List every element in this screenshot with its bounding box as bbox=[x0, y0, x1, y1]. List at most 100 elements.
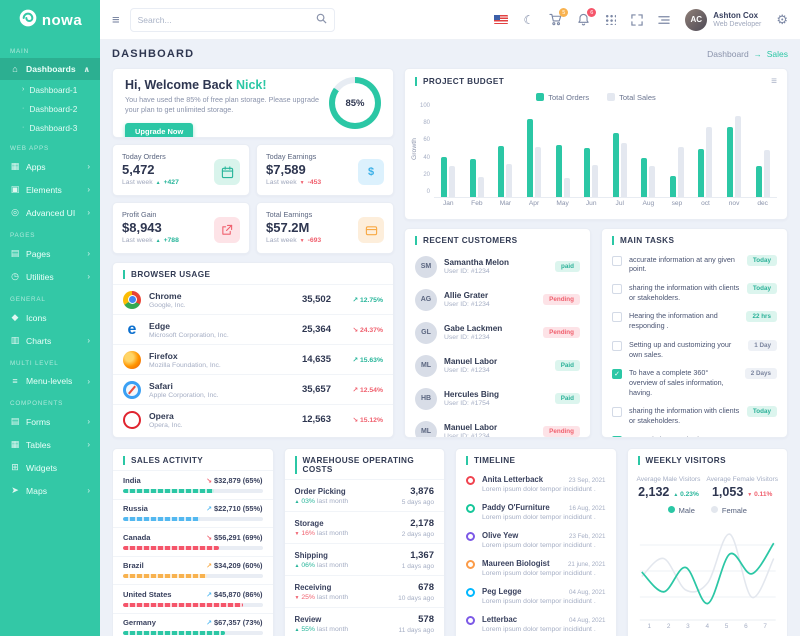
activity-list-icon[interactable] bbox=[658, 15, 670, 25]
task-checkbox[interactable] bbox=[612, 340, 622, 351]
card-title: WEEKLY VISITORS bbox=[637, 456, 726, 465]
sidebar-item-widgets[interactable]: ⊞ Widgets bbox=[11, 462, 58, 473]
sidebar-item-forms[interactable]: ▤ Forms › bbox=[10, 416, 90, 427]
notifications-bell-icon[interactable]: 6 bbox=[577, 8, 597, 26]
search-icon[interactable] bbox=[316, 11, 327, 29]
status-badge[interactable]: paid bbox=[555, 261, 580, 272]
x-tick-label: 2 bbox=[666, 623, 671, 630]
timeline-row: Olive Yew 23 Feb, 2021 Lorem ipsum dolor t… bbox=[456, 526, 616, 554]
hamburger-icon[interactable]: ≡ bbox=[112, 12, 120, 27]
status-badge[interactable]: Pending bbox=[543, 294, 580, 305]
storage-donut-label: 85% bbox=[335, 83, 375, 123]
timeline-row: Letterbac 04 Aug, 2021 Lorem ipsum dolor t… bbox=[456, 610, 616, 636]
sidebar-item-dashboards[interactable]: ⌂ Dashboards ∧ bbox=[0, 58, 100, 80]
chevron-right-icon: › bbox=[87, 336, 90, 345]
cart-badge: 5 bbox=[559, 8, 569, 17]
sidebar-item-dashboard-2[interactable]: · Dashboard-2 bbox=[22, 103, 78, 114]
y-tick-label: 80 bbox=[423, 120, 430, 127]
upgrade-button[interactable]: Upgrade Now bbox=[125, 122, 194, 137]
warehouse-row: Review ▲ 55% last month 578 11 days ago bbox=[284, 607, 444, 636]
sidebar-item-maps[interactable]: ➤ Maps › bbox=[11, 485, 90, 496]
customer-row: SM Samantha Melon User ID: #1234 paid bbox=[405, 250, 590, 283]
cart-icon[interactable]: 5 bbox=[549, 8, 569, 26]
calendar-icon bbox=[214, 159, 240, 185]
sidebar-item-advanced-ui[interactable]: ◎ Advanced UI › bbox=[11, 207, 90, 218]
search-input[interactable] bbox=[137, 14, 310, 25]
status-badge[interactable]: Paid bbox=[554, 360, 580, 371]
customer-row: AG Allie Grater User ID: #1234 Pending bbox=[405, 283, 590, 316]
fullscreen-icon[interactable] bbox=[631, 13, 643, 26]
task-checkbox[interactable] bbox=[612, 255, 622, 266]
trend-up-icon: ↗ bbox=[352, 296, 359, 304]
user-role: Web Developer bbox=[713, 20, 762, 28]
sidebar-item-tables[interactable]: ▦ Tables › bbox=[10, 439, 90, 450]
section-components: COMPONENTS bbox=[10, 400, 64, 407]
status-badge[interactable]: Pending bbox=[543, 327, 580, 338]
menu-levels-icon: ≡ bbox=[12, 376, 18, 386]
x-tick-label: oct bbox=[701, 200, 710, 207]
up-caret-icon: ▲ bbox=[294, 562, 300, 569]
trend-up-icon: ↗ bbox=[352, 356, 359, 364]
sales-activity-card: SALES ACTIVITY India ↘ $32,879 (65%) Russi… bbox=[112, 448, 274, 636]
opera-icon bbox=[123, 410, 141, 429]
timeline-dot bbox=[466, 476, 475, 485]
card-title: WAREHOUSE OPERATING COSTS bbox=[294, 456, 435, 474]
welcome-message: You have used the 85% of free plan stora… bbox=[125, 95, 319, 115]
warehouse-costs-card: WAREHOUSE OPERATING COSTS Order Picking ▲… bbox=[283, 448, 445, 636]
sidebar-item-menu-levels[interactable]: ≡ Menu-levels › bbox=[0, 370, 100, 392]
x-tick-label: Jan bbox=[442, 200, 454, 207]
trend-arrow-icon: ↘ bbox=[206, 477, 213, 485]
task-checkbox[interactable] bbox=[612, 435, 622, 437]
sidebar-item-elements[interactable]: ▣ Elements › bbox=[10, 184, 90, 195]
task-checkbox[interactable] bbox=[612, 407, 622, 418]
sidebar-item-dashboard-3[interactable]: · Dashboard-3 bbox=[22, 122, 78, 133]
trend-arrow-icon: ↗ bbox=[206, 591, 213, 599]
settings-gear-icon[interactable]: ⚙ bbox=[776, 11, 788, 27]
task-checkbox[interactable] bbox=[612, 283, 622, 294]
user-menu[interactable]: AC Ashton Cox Web Developer bbox=[685, 8, 762, 31]
breadcrumb-parent[interactable]: Dashboard bbox=[707, 49, 749, 59]
project-budget-chart: Growth 100 80 60 40 20 0 Jan Feb Mar Apr May Jun Ju… bbox=[405, 103, 787, 207]
sidebar-item-pages[interactable]: ▤ Pages › bbox=[10, 248, 90, 259]
timeline-dot bbox=[466, 588, 475, 597]
y-tick-label: 100 bbox=[419, 103, 430, 109]
search-box bbox=[129, 7, 335, 32]
bar-group bbox=[748, 106, 777, 197]
status-badge[interactable]: Paid bbox=[554, 393, 580, 404]
section-web-apps: WEB APPS bbox=[10, 145, 49, 152]
language-flag-icon[interactable] bbox=[494, 15, 509, 24]
chart-menu-icon[interactable]: ≡ bbox=[771, 76, 777, 87]
sidebar-item-dashboard-1[interactable]: › Dashboard-1 bbox=[22, 84, 78, 95]
sidebar-item-charts[interactable]: ▥ Charts › bbox=[10, 335, 90, 346]
task-row: To have a complete 360° overview of sale… bbox=[602, 364, 787, 402]
sidebar-item-apps[interactable]: ▦ Apps › bbox=[10, 161, 90, 172]
male-line bbox=[640, 542, 774, 605]
task-checkbox[interactable] bbox=[612, 312, 622, 323]
sales-row: Canada ↘ $56,291 (69%) bbox=[113, 527, 273, 556]
chevron-right-icon: › bbox=[87, 440, 90, 449]
avatar: HB bbox=[415, 387, 437, 410]
logo-text: nowa bbox=[41, 11, 83, 29]
task-checkbox[interactable] bbox=[612, 369, 622, 380]
task-badge: 22 hrs bbox=[746, 311, 777, 323]
timeline-row: Peg Legge 04 Aug, 2021 Lorem ipsum dolor t… bbox=[456, 582, 616, 610]
bar-group bbox=[520, 106, 549, 197]
dark-mode-icon[interactable]: ☾ bbox=[523, 12, 535, 27]
y-tick-label: 0 bbox=[426, 188, 430, 195]
tables-icon: ▦ bbox=[10, 439, 20, 449]
chart-legend: Total Orders Total Sales bbox=[405, 93, 787, 102]
x-tick-label: Jun bbox=[585, 200, 597, 207]
y-tick-label: 20 bbox=[423, 171, 430, 178]
apps-grid-icon[interactable] bbox=[605, 14, 617, 25]
sidebar-item-icons[interactable]: ◆ Icons bbox=[11, 312, 47, 323]
sales-row: India ↘ $32,879 (65%) bbox=[113, 470, 273, 499]
status-badge[interactable]: Pending bbox=[543, 426, 580, 437]
task-badge: 1 Day bbox=[748, 339, 777, 351]
bar bbox=[669, 176, 676, 197]
bar bbox=[527, 118, 534, 197]
x-tick-label: Jul bbox=[615, 200, 624, 207]
progress-bar bbox=[123, 574, 207, 578]
sidebar-item-utilities[interactable]: ◷ Utilities › bbox=[11, 271, 90, 282]
logo[interactable]: nowa bbox=[0, 0, 100, 40]
apps-icon: ▦ bbox=[10, 161, 20, 171]
